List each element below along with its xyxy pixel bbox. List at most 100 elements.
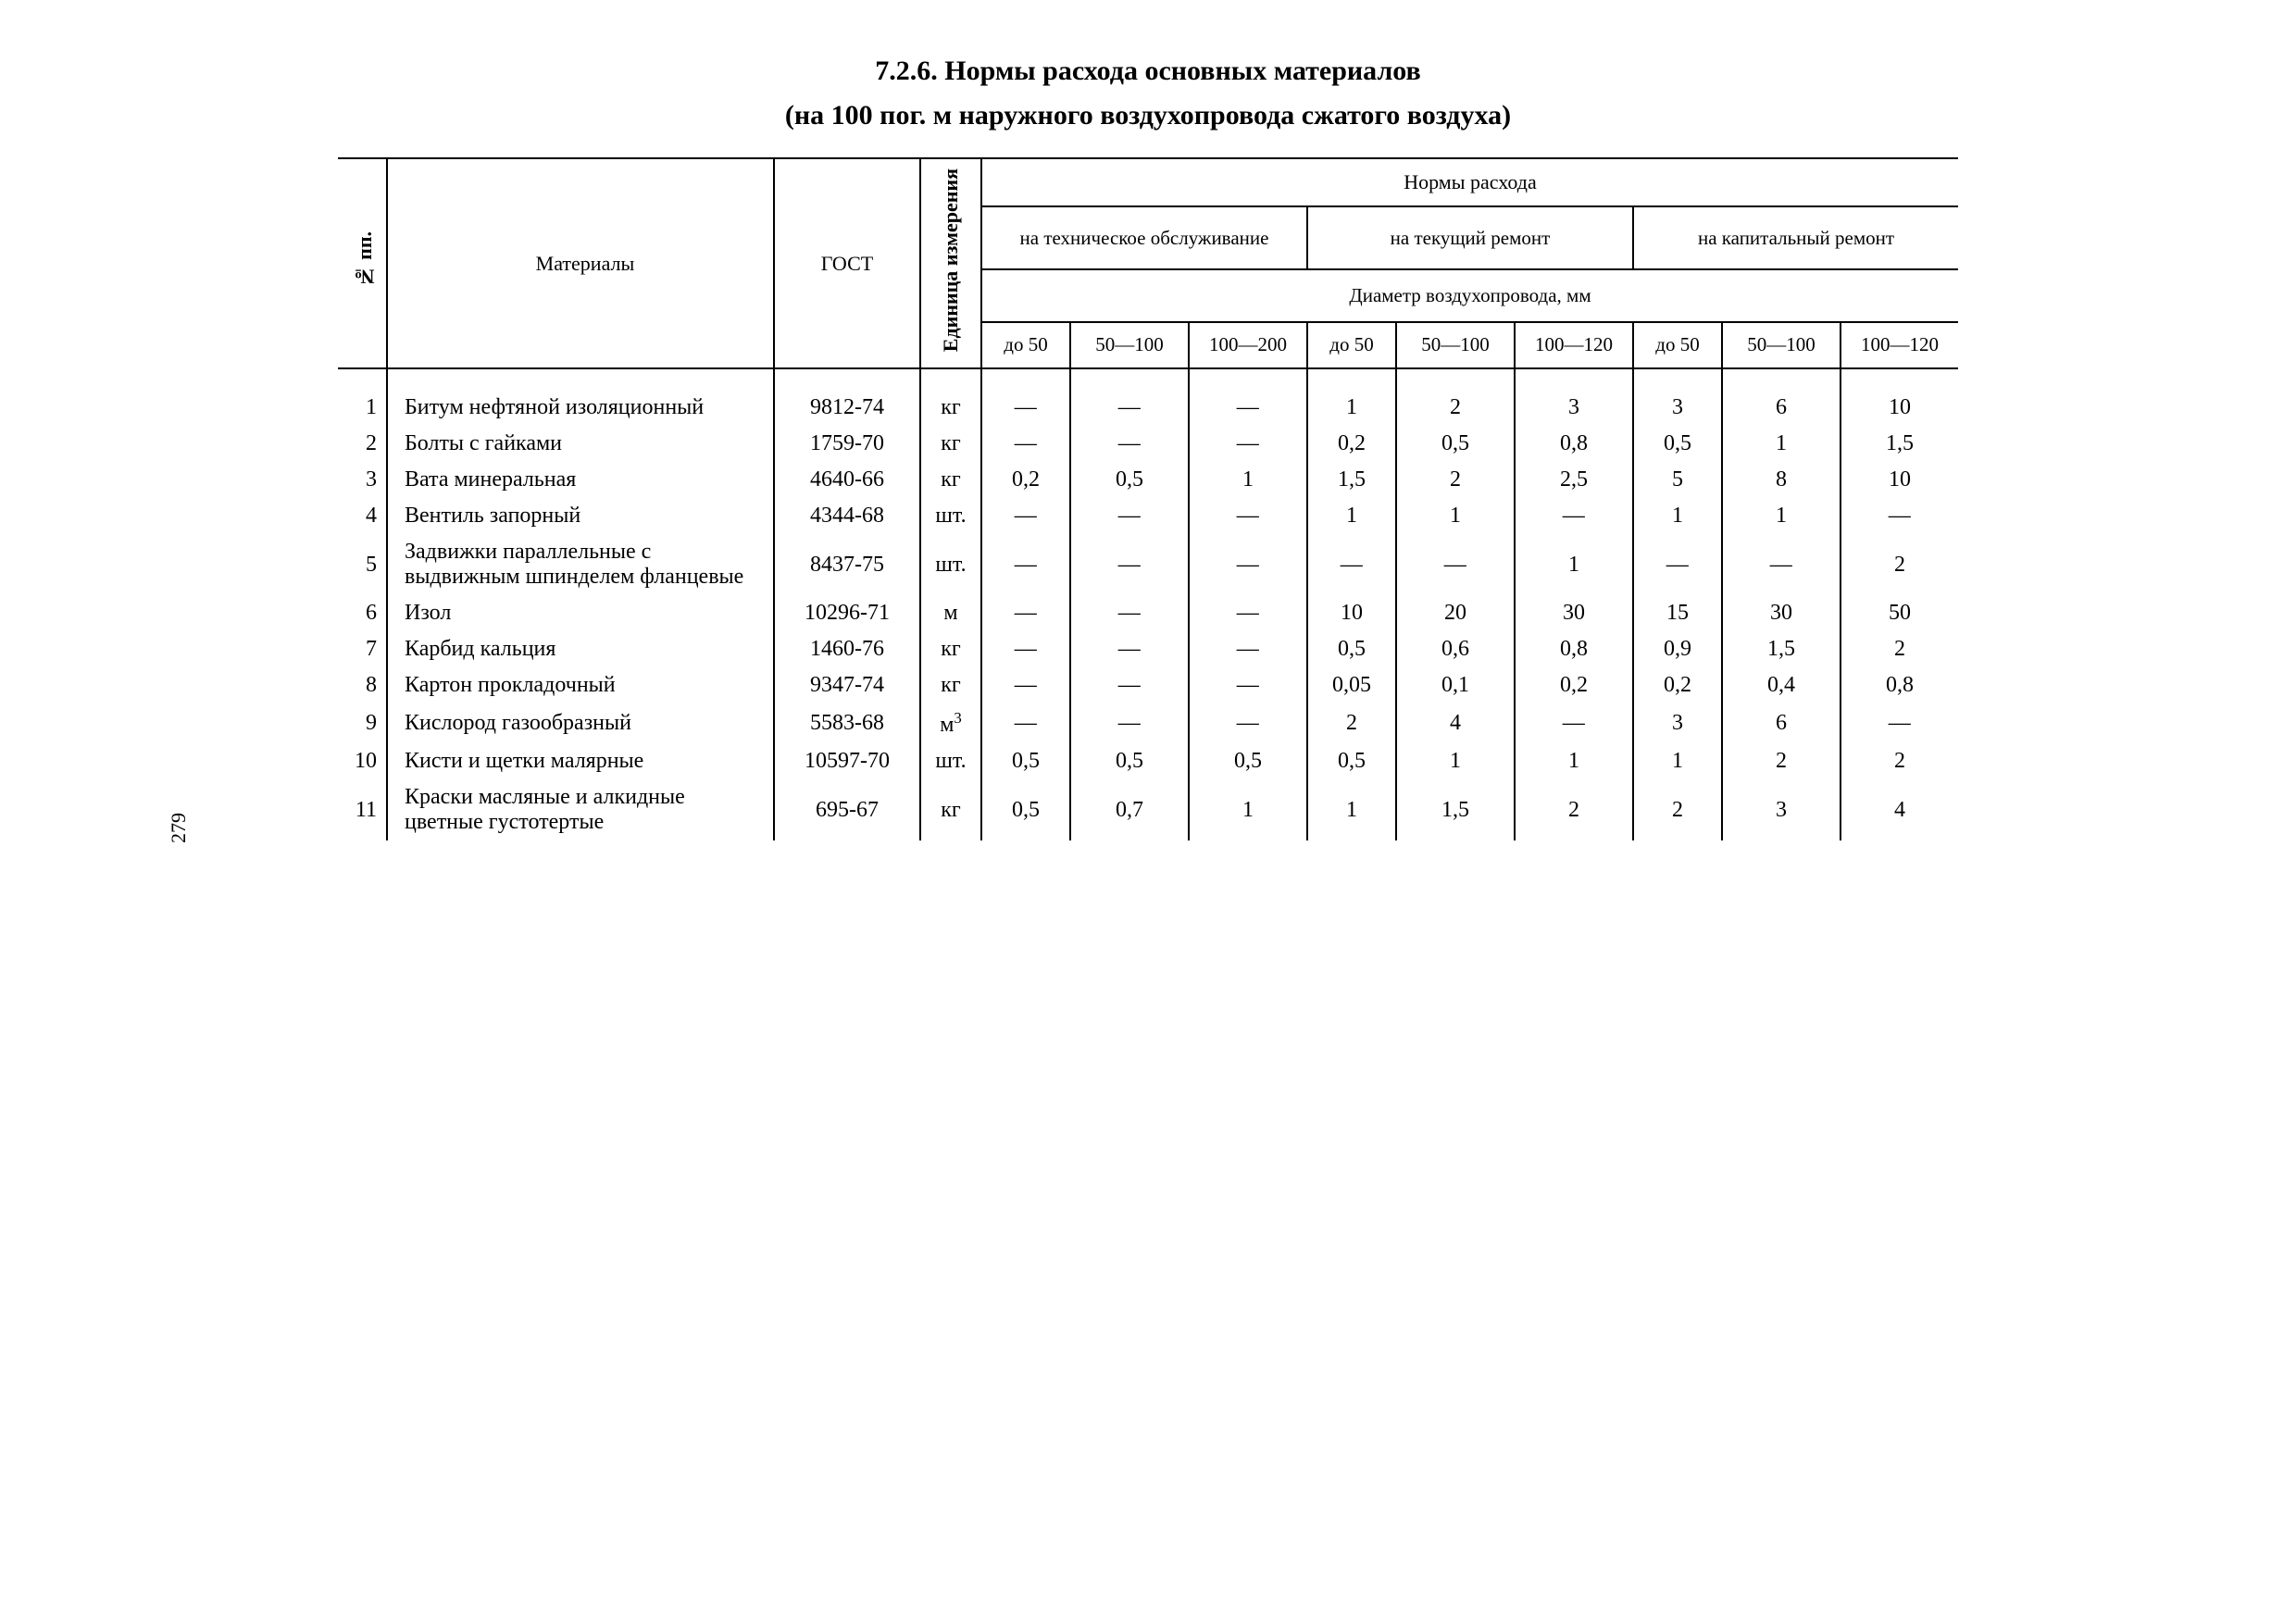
cell-value: 2 bbox=[1396, 462, 1515, 498]
cell-value: 0,2 bbox=[1633, 667, 1722, 703]
cell-unit: шт. bbox=[920, 498, 981, 534]
col-header-gost: ГОСТ bbox=[774, 158, 920, 368]
cell-num: 10 bbox=[338, 743, 387, 779]
table-subtitle: (на 100 пог. м наружного воздухопровода … bbox=[74, 100, 2222, 131]
cell-value: 15 bbox=[1633, 595, 1722, 631]
cell-value: 2,5 bbox=[1515, 462, 1633, 498]
cell-num: 1 bbox=[338, 369, 387, 426]
cell-value: 2 bbox=[1841, 743, 1958, 779]
cell-value: — bbox=[1070, 703, 1189, 743]
cell-material: Карбид кальция bbox=[387, 631, 774, 667]
cell-value: 1 bbox=[1633, 743, 1722, 779]
cell-material: Картон прокладочный bbox=[387, 667, 774, 703]
cell-value: 0,8 bbox=[1515, 426, 1633, 462]
cell-gost: 695-67 bbox=[774, 779, 920, 840]
cell-value: — bbox=[1189, 534, 1307, 595]
table-row: 5Задвижки параллельные с выдвижным шпинд… bbox=[338, 534, 1958, 595]
cell-value: — bbox=[1189, 369, 1307, 426]
cell-gost: 10296-71 bbox=[774, 595, 920, 631]
cell-unit: кг bbox=[920, 426, 981, 462]
cell-value: 10 bbox=[1841, 369, 1958, 426]
cell-value: 0,2 bbox=[981, 462, 1070, 498]
cell-value: 2 bbox=[1841, 534, 1958, 595]
cell-material: Кисти и щетки малярные bbox=[387, 743, 774, 779]
diameter-header: Диаметр воздухопровода, мм bbox=[981, 269, 1958, 321]
cell-value: 4 bbox=[1396, 703, 1515, 743]
cell-value: 10 bbox=[1307, 595, 1396, 631]
cell-value: 0,5 bbox=[981, 743, 1070, 779]
cell-gost: 8437-75 bbox=[774, 534, 920, 595]
diam-col-6: 100—120 bbox=[1515, 322, 1633, 369]
cell-value: 0,5 bbox=[1070, 462, 1189, 498]
cell-value: 3 bbox=[1633, 703, 1722, 743]
cell-value: 1,5 bbox=[1722, 631, 1841, 667]
cell-value: 50 bbox=[1841, 595, 1958, 631]
page-number: 279 bbox=[167, 813, 191, 843]
cell-value: 3 bbox=[1515, 369, 1633, 426]
cell-value: 0,9 bbox=[1633, 631, 1722, 667]
col-header-materials: Материалы bbox=[387, 158, 774, 368]
cell-num: 4 bbox=[338, 498, 387, 534]
cell-value: — bbox=[981, 534, 1070, 595]
cell-value: 1 bbox=[1396, 498, 1515, 534]
cell-material: Задвижки параллельные с выдвижным шпинде… bbox=[387, 534, 774, 595]
cell-value: 1 bbox=[1515, 743, 1633, 779]
cell-value: — bbox=[1841, 703, 1958, 743]
table-body: 1Битум нефтяной изоляционный9812-74кг———… bbox=[338, 369, 1958, 840]
cell-gost: 4344-68 bbox=[774, 498, 920, 534]
diam-col-8: 50—100 bbox=[1722, 322, 1841, 369]
cell-value: 0,5 bbox=[1307, 743, 1396, 779]
cell-value: — bbox=[1070, 426, 1189, 462]
table-row: 11Краски масляные и алкидные цветные гус… bbox=[338, 779, 1958, 840]
cell-value: 3 bbox=[1722, 779, 1841, 840]
cell-value: 1,5 bbox=[1307, 462, 1396, 498]
table-row: 3Вата минеральная4640-66кг0,20,511,522,5… bbox=[338, 462, 1958, 498]
cell-gost: 9812-74 bbox=[774, 369, 920, 426]
cell-value: 2 bbox=[1515, 779, 1633, 840]
cell-unit: кг bbox=[920, 369, 981, 426]
cell-value: 0,8 bbox=[1515, 631, 1633, 667]
cell-value: — bbox=[1515, 703, 1633, 743]
cell-value: 0,6 bbox=[1396, 631, 1515, 667]
table-title: 7.2.6. Нормы расхода основных материалов bbox=[74, 56, 2222, 87]
cell-value: — bbox=[981, 667, 1070, 703]
table-row: 7Карбид кальция1460-76кг———0,50,60,80,91… bbox=[338, 631, 1958, 667]
cell-value: 0,8 bbox=[1841, 667, 1958, 703]
cell-value: 2 bbox=[1633, 779, 1722, 840]
cell-value: — bbox=[1722, 534, 1841, 595]
cell-material: Болты с гайками bbox=[387, 426, 774, 462]
cell-value: 1 bbox=[1189, 779, 1307, 840]
cell-gost: 1759-70 bbox=[774, 426, 920, 462]
cell-value: 1 bbox=[1189, 462, 1307, 498]
cell-value: — bbox=[1070, 631, 1189, 667]
col-header-num: № пп. bbox=[353, 226, 377, 293]
cell-num: 5 bbox=[338, 534, 387, 595]
cell-value: — bbox=[1841, 498, 1958, 534]
table-row: 1Битум нефтяной изоляционный9812-74кг———… bbox=[338, 369, 1958, 426]
cell-value: 1 bbox=[1307, 369, 1396, 426]
cell-value: 0,7 bbox=[1070, 779, 1189, 840]
cell-value: — bbox=[981, 369, 1070, 426]
cell-value: — bbox=[1070, 595, 1189, 631]
cell-value: 6 bbox=[1722, 703, 1841, 743]
cell-value: 0,1 bbox=[1396, 667, 1515, 703]
cell-unit: шт. bbox=[920, 534, 981, 595]
col-header-unit: Единица измерения bbox=[939, 163, 963, 357]
cell-value: 1,5 bbox=[1841, 426, 1958, 462]
cell-value: 0,2 bbox=[1515, 667, 1633, 703]
table-row: 2Болты с гайками1759-70кг———0,20,50,80,5… bbox=[338, 426, 1958, 462]
cell-value: — bbox=[1189, 426, 1307, 462]
cell-value: — bbox=[1189, 498, 1307, 534]
cell-material: Битум нефтяной изоляционный bbox=[387, 369, 774, 426]
cell-value: 30 bbox=[1722, 595, 1841, 631]
cell-value: 1 bbox=[1722, 498, 1841, 534]
cell-value: — bbox=[1189, 667, 1307, 703]
cell-value: 10 bbox=[1841, 462, 1958, 498]
cell-value: — bbox=[1070, 534, 1189, 595]
cell-value: 1 bbox=[1722, 426, 1841, 462]
cell-material: Кислород газообразный bbox=[387, 703, 774, 743]
diam-col-4: до 50 bbox=[1307, 322, 1396, 369]
cell-material: Вентиль запорный bbox=[387, 498, 774, 534]
cell-value: 4 bbox=[1841, 779, 1958, 840]
cell-unit: м bbox=[920, 595, 981, 631]
